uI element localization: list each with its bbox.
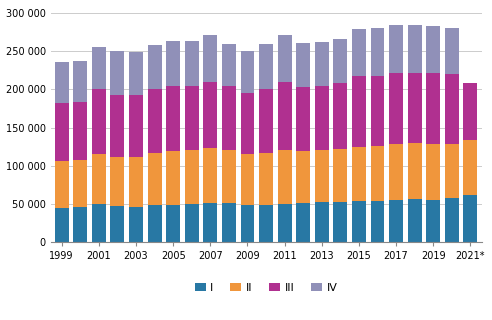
Bar: [111, 157, 124, 206]
Bar: [408, 73, 422, 143]
Bar: [185, 41, 199, 85]
Bar: [241, 204, 254, 242]
Legend: I, II, III, IV: I, II, III, IV: [190, 278, 342, 297]
Bar: [408, 199, 422, 242]
Bar: [334, 149, 347, 202]
Bar: [148, 45, 161, 89]
Bar: [389, 73, 403, 144]
Bar: [389, 200, 403, 242]
Bar: [111, 95, 124, 157]
Bar: [185, 204, 199, 242]
Bar: [222, 44, 236, 86]
Bar: [315, 202, 329, 242]
Bar: [296, 151, 310, 203]
Bar: [296, 43, 310, 87]
Bar: [389, 25, 403, 73]
Bar: [352, 147, 366, 202]
Bar: [296, 87, 310, 151]
Bar: [129, 207, 143, 242]
Bar: [148, 89, 161, 153]
Bar: [111, 206, 124, 242]
Bar: [73, 207, 87, 242]
Bar: [55, 161, 69, 208]
Bar: [277, 204, 292, 242]
Bar: [55, 103, 69, 161]
Bar: [92, 204, 106, 242]
Bar: [73, 102, 87, 160]
Bar: [203, 148, 217, 203]
Bar: [426, 26, 440, 73]
Bar: [259, 153, 273, 204]
Bar: [370, 146, 384, 201]
Bar: [370, 201, 384, 242]
Bar: [55, 208, 69, 242]
Bar: [241, 93, 254, 154]
Bar: [73, 160, 87, 207]
Bar: [185, 85, 199, 150]
Bar: [203, 203, 217, 242]
Bar: [148, 205, 161, 242]
Bar: [463, 140, 477, 195]
Bar: [445, 198, 459, 242]
Bar: [111, 51, 124, 95]
Bar: [241, 51, 254, 93]
Bar: [408, 143, 422, 199]
Bar: [203, 35, 217, 82]
Bar: [129, 95, 143, 157]
Bar: [259, 44, 273, 89]
Bar: [408, 25, 422, 73]
Bar: [222, 203, 236, 242]
Bar: [370, 28, 384, 76]
Bar: [334, 202, 347, 242]
Bar: [166, 85, 180, 151]
Bar: [445, 74, 459, 144]
Bar: [334, 39, 347, 83]
Bar: [185, 150, 199, 204]
Bar: [426, 200, 440, 242]
Bar: [352, 29, 366, 76]
Bar: [92, 89, 106, 154]
Bar: [352, 76, 366, 147]
Bar: [389, 144, 403, 200]
Bar: [166, 151, 180, 204]
Bar: [241, 154, 254, 204]
Bar: [463, 83, 477, 140]
Bar: [445, 144, 459, 198]
Bar: [129, 157, 143, 207]
Bar: [296, 203, 310, 242]
Bar: [166, 204, 180, 242]
Bar: [463, 195, 477, 242]
Bar: [426, 144, 440, 200]
Bar: [445, 28, 459, 74]
Bar: [334, 83, 347, 149]
Bar: [277, 35, 292, 82]
Bar: [55, 62, 69, 103]
Bar: [315, 42, 329, 86]
Bar: [426, 73, 440, 144]
Bar: [277, 150, 292, 204]
Bar: [315, 150, 329, 202]
Bar: [92, 47, 106, 89]
Bar: [259, 204, 273, 242]
Bar: [277, 82, 292, 150]
Bar: [166, 41, 180, 85]
Bar: [315, 86, 329, 150]
Bar: [203, 82, 217, 148]
Bar: [222, 86, 236, 150]
Bar: [129, 52, 143, 95]
Bar: [148, 153, 161, 205]
Bar: [73, 61, 87, 102]
Bar: [222, 150, 236, 203]
Bar: [92, 154, 106, 204]
Bar: [259, 89, 273, 153]
Bar: [370, 76, 384, 146]
Bar: [352, 202, 366, 242]
